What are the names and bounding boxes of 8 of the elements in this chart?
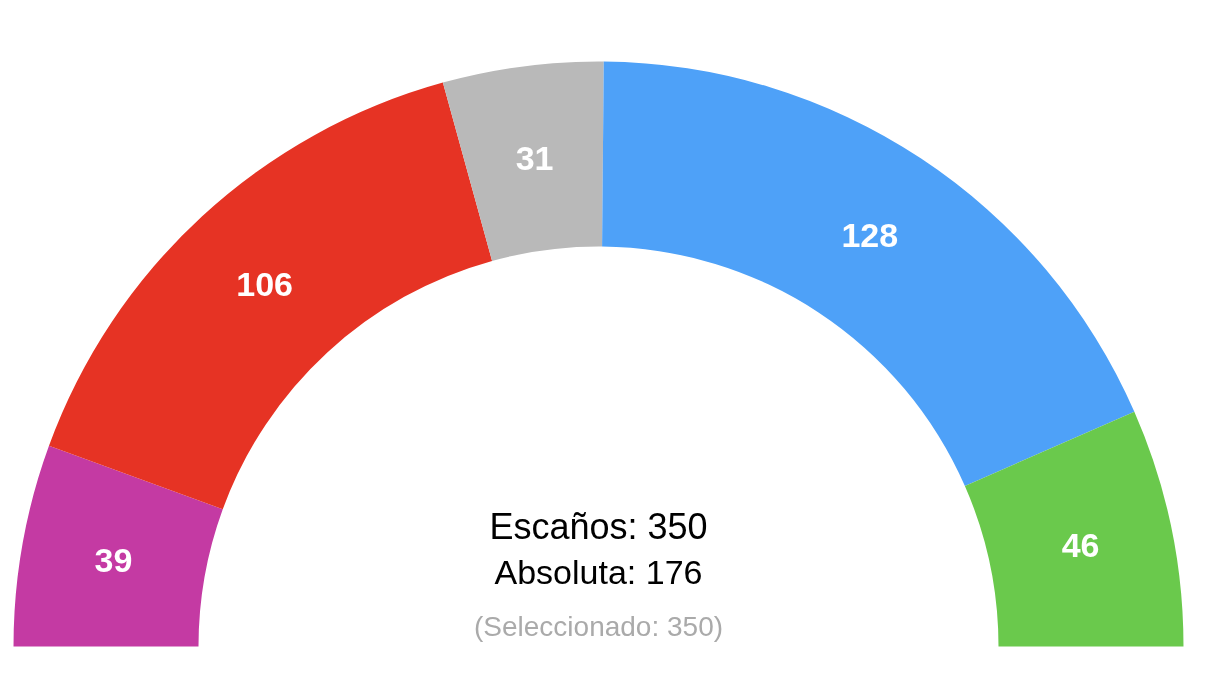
data-label: 39 (94, 541, 133, 580)
data-label: 46 (1061, 526, 1100, 565)
text: Absoluta: 176 (494, 552, 703, 591)
data-label: 106 (236, 264, 293, 303)
data-label: 31 (515, 138, 554, 177)
text: (Seleccionado: 350) (473, 611, 724, 642)
text: Escaños: 350 (489, 506, 708, 547)
data-label: 128 (841, 215, 899, 254)
